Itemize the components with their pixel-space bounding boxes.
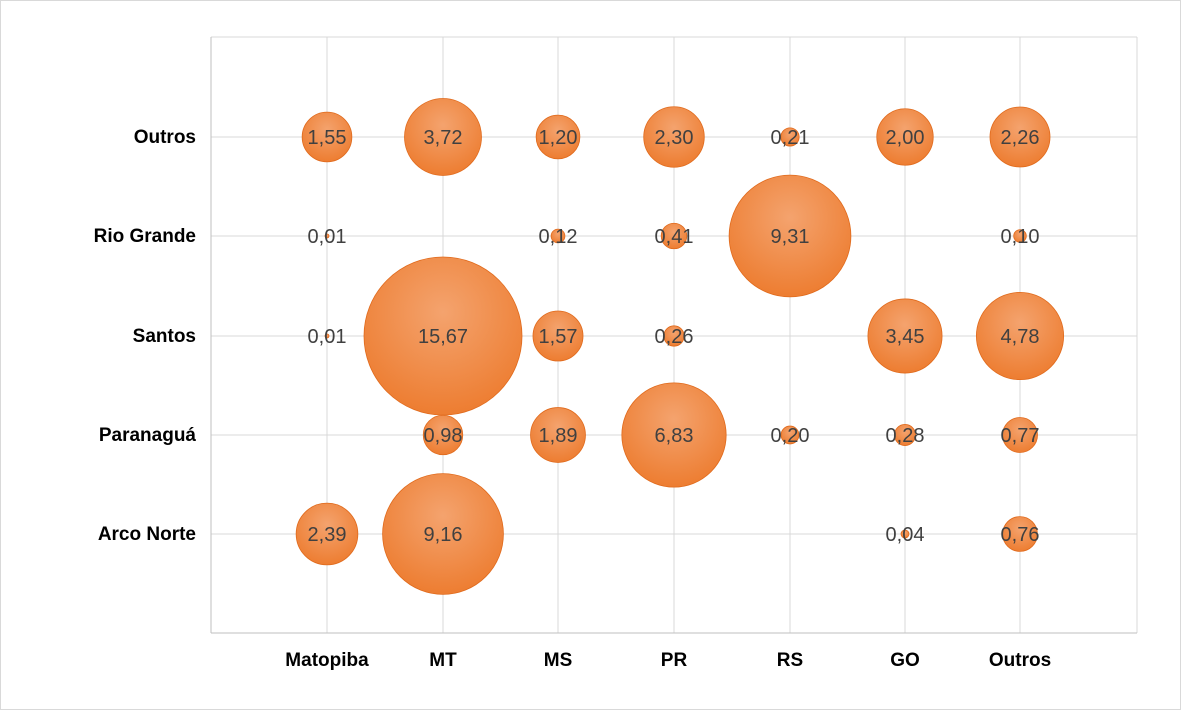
bubble [728,174,852,298]
bubble [530,407,586,463]
bubble-data-label: 1,55 [308,127,347,149]
bubble [535,114,581,160]
bubble [532,310,584,362]
bubble-data-label: 0,26 [655,326,694,348]
bubble [663,325,685,347]
y-tick-label: Rio Grande [94,226,196,247]
bubble [894,424,916,446]
bubble [900,529,910,539]
x-tick-label: MT [429,650,457,671]
y-tick-label: Santos [133,326,196,347]
bubble-data-label: 4,78 [1001,326,1040,348]
bubble-data-label: 1,20 [539,127,578,149]
bubble [295,502,359,566]
bubble-data-label: 0,01 [308,226,347,248]
bubble [324,333,330,339]
bubble-data-label: 0,77 [1001,425,1040,447]
x-tick-label: Outros [989,650,1051,671]
bubble-data-label: 0,28 [886,425,925,447]
y-tick-label: Paranaguá [99,425,197,446]
bubble-data-label: 2,00 [886,127,925,149]
bubble [301,111,353,163]
bubble-data-label: 2,30 [655,127,694,149]
bubble [1002,516,1038,552]
x-tick-label: MS [544,650,573,671]
bubble-data-label: 3,45 [886,326,925,348]
y-axis-tick-labels: Arco Norte Paranaguá Santos Rio Grande Outro… [94,127,197,545]
data-labels: 1,55 3,72 1,20 2,30 0,21 2,00 2,26 0,01 0,12 0,41… [308,127,1040,546]
bubble [1013,229,1027,243]
bubble [404,98,482,176]
bubble-data-label: 0,10 [1001,226,1040,248]
bubble [621,382,727,488]
bubble-data-label: 3,72 [424,127,463,149]
bubble-series [295,98,1065,595]
bubble-data-label: 1,57 [539,326,578,348]
bubble-data-label: 2,26 [1001,127,1040,149]
bubble-data-label: 0,01 [308,326,347,348]
bubble-data-label: 0,41 [655,226,694,248]
x-tick-label: GO [890,650,920,671]
axes [210,37,1137,634]
bubble [643,106,705,168]
bubble [660,222,688,250]
bubble [975,291,1065,381]
bubble [324,233,330,239]
bubble [867,298,943,374]
bubble-data-label: 0,21 [771,127,810,149]
bubble-data-label: 0,04 [886,524,925,546]
bubble-data-label: 9,16 [424,524,463,546]
bubble-data-label: 0,76 [1001,524,1040,546]
bubble [876,108,934,166]
bubble [989,106,1051,168]
bubble [550,228,566,244]
y-tick-label: Arco Norte [98,524,196,545]
bubble-data-label: 15,67 [418,326,468,348]
bubble [422,414,464,456]
bubble-data-label: 1,89 [539,425,578,447]
bubble-data-label: 0,12 [539,226,578,248]
x-axis-tick-labels: Matopiba MT MS PR RS GO Outros [285,650,1051,671]
bubble [1002,417,1038,453]
x-tick-label: RS [777,650,803,671]
bubble [382,473,504,595]
bubble-data-label: 0,20 [771,425,810,447]
y-tick-label: Outros [134,127,196,148]
x-tick-label: Matopiba [285,650,369,671]
bubble-data-label: 6,83 [655,425,694,447]
bubble [780,425,800,445]
bubble [780,127,800,147]
x-tick-label: PR [661,650,688,671]
bubble-data-label: 9,31 [771,226,810,248]
bubble-data-label: 0,98 [424,425,463,447]
bubble-data-label: 2,39 [308,524,347,546]
